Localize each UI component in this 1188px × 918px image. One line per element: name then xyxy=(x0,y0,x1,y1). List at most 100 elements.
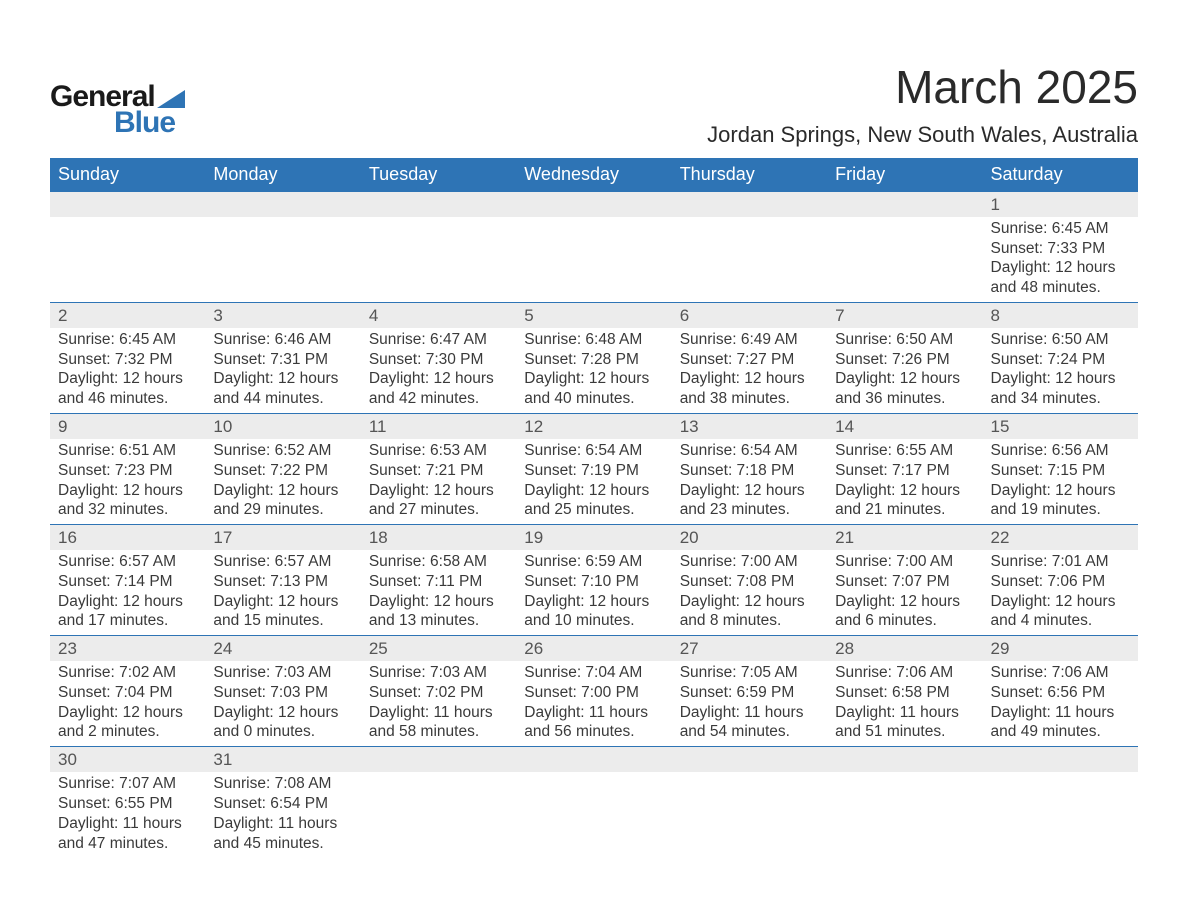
day-detail-row: Sunrise: 7:02 AMSunset: 7:04 PMDaylight:… xyxy=(50,661,1138,747)
day-cell: Sunrise: 7:05 AMSunset: 6:59 PMDaylight:… xyxy=(672,661,827,747)
sunrise-text: Sunrise: 7:00 AM xyxy=(835,552,974,572)
d1-text: Daylight: 12 hours xyxy=(369,592,508,612)
day-cell xyxy=(361,217,516,303)
day-number-row: 1 xyxy=(50,192,1138,217)
d2-text: and 38 minutes. xyxy=(680,389,819,409)
day-cell: Sunrise: 6:45 AMSunset: 7:32 PMDaylight:… xyxy=(50,328,205,414)
sunrise-text: Sunrise: 7:04 AM xyxy=(524,663,663,683)
d1-text: Daylight: 12 hours xyxy=(369,369,508,389)
day-detail-row: Sunrise: 6:51 AMSunset: 7:23 PMDaylight:… xyxy=(50,439,1138,525)
day-cell: Sunrise: 7:01 AMSunset: 7:06 PMDaylight:… xyxy=(983,550,1138,636)
day-cell: Sunrise: 6:49 AMSunset: 7:27 PMDaylight:… xyxy=(672,328,827,414)
day-number: 1 xyxy=(983,192,1138,217)
weekday-header-row: Sunday Monday Tuesday Wednesday Thursday… xyxy=(50,158,1138,192)
day-number: 20 xyxy=(672,525,827,550)
day-cell xyxy=(672,217,827,303)
day-cell xyxy=(672,772,827,857)
sunrise-text: Sunrise: 7:03 AM xyxy=(213,663,352,683)
d1-text: Daylight: 12 hours xyxy=(213,592,352,612)
d1-text: Daylight: 12 hours xyxy=(58,703,197,723)
d1-text: Daylight: 12 hours xyxy=(524,369,663,389)
day-number: 19 xyxy=(516,525,671,550)
d2-text: and 21 minutes. xyxy=(835,500,974,520)
day-number: 21 xyxy=(827,525,982,550)
d1-text: Daylight: 12 hours xyxy=(680,592,819,612)
month-title: March 2025 xyxy=(707,60,1138,114)
d1-text: Daylight: 11 hours xyxy=(680,703,819,723)
weekday-header: Saturday xyxy=(983,158,1138,192)
day-cell: Sunrise: 6:54 AMSunset: 7:19 PMDaylight:… xyxy=(516,439,671,525)
sunset-text: Sunset: 6:54 PM xyxy=(213,794,352,814)
sunset-text: Sunset: 7:00 PM xyxy=(524,683,663,703)
d2-text: and 0 minutes. xyxy=(213,722,352,742)
day-number: 14 xyxy=(827,414,982,439)
d1-text: Daylight: 12 hours xyxy=(991,481,1130,501)
sunrise-text: Sunrise: 7:06 AM xyxy=(835,663,974,683)
weekday-header: Tuesday xyxy=(361,158,516,192)
sunrise-text: Sunrise: 6:57 AM xyxy=(213,552,352,572)
day-number: 3 xyxy=(205,303,360,328)
day-number: 9 xyxy=(50,414,205,439)
day-cell xyxy=(361,772,516,857)
d2-text: and 2 minutes. xyxy=(58,722,197,742)
sunrise-text: Sunrise: 7:03 AM xyxy=(369,663,508,683)
d2-text: and 36 minutes. xyxy=(835,389,974,409)
day-cell: Sunrise: 7:02 AMSunset: 7:04 PMDaylight:… xyxy=(50,661,205,747)
d2-text: and 29 minutes. xyxy=(213,500,352,520)
d1-text: Daylight: 12 hours xyxy=(835,369,974,389)
d2-text: and 51 minutes. xyxy=(835,722,974,742)
d1-text: Daylight: 12 hours xyxy=(58,592,197,612)
calendar-table: Sunday Monday Tuesday Wednesday Thursday… xyxy=(50,158,1138,857)
day-number-row: 23242526272829 xyxy=(50,636,1138,661)
sunrise-text: Sunrise: 6:53 AM xyxy=(369,441,508,461)
d1-text: Daylight: 12 hours xyxy=(835,481,974,501)
d2-text: and 45 minutes. xyxy=(213,834,352,854)
title-block: March 2025 Jordan Springs, New South Wal… xyxy=(707,30,1138,154)
sunset-text: Sunset: 7:08 PM xyxy=(680,572,819,592)
d1-text: Daylight: 11 hours xyxy=(213,814,352,834)
day-cell: Sunrise: 6:57 AMSunset: 7:14 PMDaylight:… xyxy=(50,550,205,636)
d2-text: and 15 minutes. xyxy=(213,611,352,631)
sunrise-text: Sunrise: 7:05 AM xyxy=(680,663,819,683)
day-cell: Sunrise: 7:00 AMSunset: 7:08 PMDaylight:… xyxy=(672,550,827,636)
sunset-text: Sunset: 7:17 PM xyxy=(835,461,974,481)
d2-text: and 47 minutes. xyxy=(58,834,197,854)
d1-text: Daylight: 11 hours xyxy=(835,703,974,723)
day-number xyxy=(361,747,516,772)
sunrise-text: Sunrise: 6:51 AM xyxy=(58,441,197,461)
day-detail-row: Sunrise: 7:07 AMSunset: 6:55 PMDaylight:… xyxy=(50,772,1138,857)
day-number: 11 xyxy=(361,414,516,439)
d2-text: and 56 minutes. xyxy=(524,722,663,742)
day-cell: Sunrise: 7:04 AMSunset: 7:00 PMDaylight:… xyxy=(516,661,671,747)
d2-text: and 23 minutes. xyxy=(680,500,819,520)
day-number: 25 xyxy=(361,636,516,661)
day-cell: Sunrise: 6:57 AMSunset: 7:13 PMDaylight:… xyxy=(205,550,360,636)
day-number: 24 xyxy=(205,636,360,661)
sunset-text: Sunset: 6:59 PM xyxy=(680,683,819,703)
day-number xyxy=(516,192,671,217)
sunset-text: Sunset: 7:33 PM xyxy=(991,239,1130,259)
day-number: 31 xyxy=(205,747,360,772)
sunset-text: Sunset: 6:55 PM xyxy=(58,794,197,814)
d1-text: Daylight: 11 hours xyxy=(524,703,663,723)
day-cell xyxy=(516,217,671,303)
sunset-text: Sunset: 7:22 PM xyxy=(213,461,352,481)
sunset-text: Sunset: 7:19 PM xyxy=(524,461,663,481)
sunrise-text: Sunrise: 6:54 AM xyxy=(524,441,663,461)
weekday-header: Thursday xyxy=(672,158,827,192)
day-number xyxy=(672,192,827,217)
day-cell: Sunrise: 6:54 AMSunset: 7:18 PMDaylight:… xyxy=(672,439,827,525)
day-cell xyxy=(50,217,205,303)
d1-text: Daylight: 11 hours xyxy=(58,814,197,834)
sunrise-text: Sunrise: 6:45 AM xyxy=(991,219,1130,239)
sunrise-text: Sunrise: 6:50 AM xyxy=(991,330,1130,350)
day-cell: Sunrise: 7:08 AMSunset: 6:54 PMDaylight:… xyxy=(205,772,360,857)
d1-text: Daylight: 12 hours xyxy=(991,369,1130,389)
day-cell: Sunrise: 6:47 AMSunset: 7:30 PMDaylight:… xyxy=(361,328,516,414)
d2-text: and 6 minutes. xyxy=(835,611,974,631)
sunset-text: Sunset: 7:31 PM xyxy=(213,350,352,370)
day-cell: Sunrise: 6:51 AMSunset: 7:23 PMDaylight:… xyxy=(50,439,205,525)
day-cell: Sunrise: 6:52 AMSunset: 7:22 PMDaylight:… xyxy=(205,439,360,525)
day-number: 6 xyxy=(672,303,827,328)
day-cell xyxy=(827,217,982,303)
